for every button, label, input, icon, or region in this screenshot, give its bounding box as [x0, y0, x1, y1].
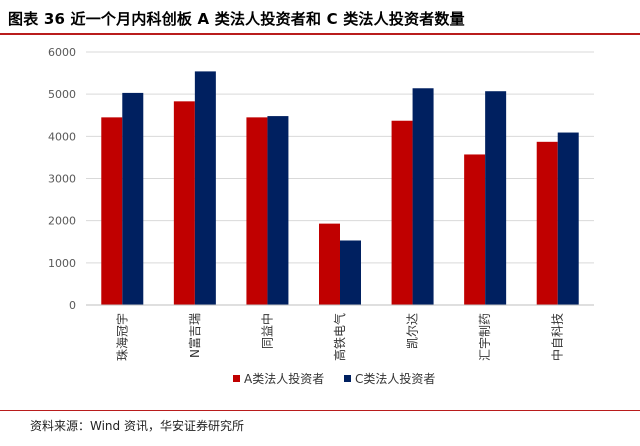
bar-series-a: [391, 120, 413, 306]
y-tick-label: 2000: [48, 215, 76, 228]
x-category-label: 珠海冠宇: [114, 313, 129, 361]
y-tick-label: 1000: [48, 257, 76, 270]
legend-label: A类法人投资者: [244, 371, 324, 386]
bar-series-a: [101, 117, 123, 305]
source-note: 资料来源：Wind 资讯，华安证券研究所: [30, 419, 244, 433]
source-rule: [0, 410, 640, 411]
y-tick-label: 5000: [48, 88, 76, 101]
bar-series-c: [485, 91, 507, 305]
x-category-label: 汇宇制药: [478, 313, 492, 361]
x-category-label: 凯尔达: [405, 313, 420, 349]
y-axis-ticks: 0 1000 2000 3000 4000 5000 6000: [48, 46, 76, 312]
chart-legend: A类法人投资者 C类法人投资者: [233, 371, 435, 386]
y-tick-label: 4000: [48, 130, 76, 143]
x-category-label: 中自科技: [550, 313, 565, 361]
legend-swatch: [233, 375, 240, 382]
bar-series-a: [246, 117, 268, 305]
legend-swatch: [344, 375, 351, 382]
bar-series-a: [173, 101, 195, 306]
bar-series-c: [194, 71, 216, 305]
y-tick-label: 3000: [48, 173, 76, 186]
bar-series-a: [536, 141, 558, 305]
bar-series-c: [340, 240, 361, 305]
bar-series-a: [464, 154, 486, 305]
x-category-label: 高铁电气: [332, 313, 347, 361]
y-tick-label: 0: [69, 299, 76, 312]
x-axis-labels: 珠海冠宇 N富吉瑞 同益中 高铁电气 凯尔达 汇宇制药 中自科技: [114, 313, 564, 361]
chart-bars: [101, 71, 579, 306]
bar-series-c: [122, 92, 144, 305]
x-category-label: N富吉瑞: [187, 313, 202, 358]
bar-series-a: [319, 223, 340, 305]
title-rule: [0, 33, 640, 35]
x-category-label: 同益中: [259, 313, 274, 349]
figure-title: 图表 36 近一个月内科创板 A 类法人投资者和 C 类法人投资者数量: [8, 10, 465, 28]
legend-label: C类法人投资者: [355, 371, 435, 386]
bar-series-c: [557, 132, 579, 305]
bar-series-c: [412, 88, 434, 305]
bar-series-c: [267, 116, 289, 306]
y-tick-label: 6000: [48, 46, 76, 59]
